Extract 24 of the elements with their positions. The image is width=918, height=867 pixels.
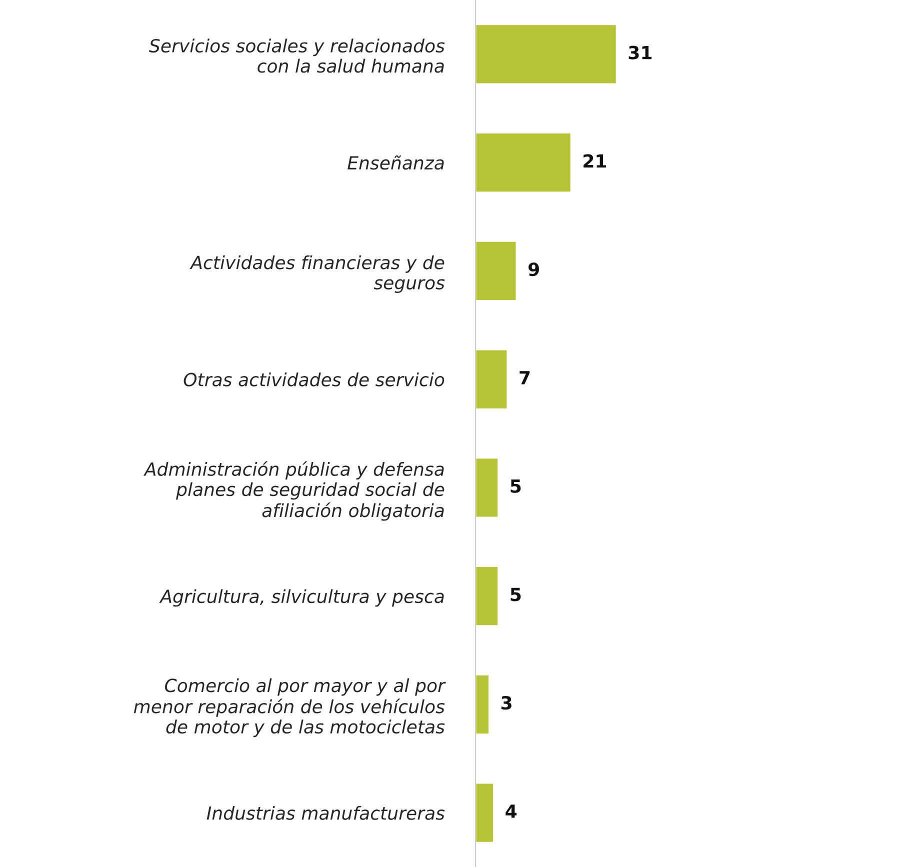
data-label: 5 bbox=[510, 588, 521, 602]
bar bbox=[476, 782, 494, 844]
y-tick-label: Administración pública y defensa planes de seguridad social de afiliación obligatoria bbox=[143, 461, 444, 521]
data-label: 7 bbox=[520, 371, 530, 384]
bar bbox=[476, 566, 499, 627]
y-tick-label: Servicios sociales y relacionados con la salud humana bbox=[149, 38, 445, 73]
data-label: 9 bbox=[528, 262, 539, 276]
data-label: 3 bbox=[501, 696, 512, 710]
y-tick-label: Actividades financieras y de seguros bbox=[190, 255, 445, 294]
bar bbox=[476, 24, 618, 85]
data-label: 31 bbox=[628, 46, 652, 60]
y-tick-label: Comercio al por mayor y al por menor reparación de los vehículos de motor y de las motocicletas bbox=[134, 678, 446, 738]
bar bbox=[476, 132, 572, 194]
bar bbox=[476, 348, 508, 410]
y-tick-label: Enseñanza bbox=[348, 155, 444, 170]
data-label: 4 bbox=[506, 804, 517, 818]
bar bbox=[476, 240, 518, 302]
y-tick-label: Otras actividades de servicio bbox=[184, 372, 444, 386]
data-label: 21 bbox=[584, 154, 606, 168]
bar bbox=[476, 457, 499, 518]
y-tick-label: Industrias manufactureras bbox=[206, 806, 445, 820]
y-tick-label: Agricultura, silvicultura y pesca bbox=[159, 589, 444, 607]
bar bbox=[476, 674, 490, 735]
data-label: 5 bbox=[510, 480, 521, 493]
